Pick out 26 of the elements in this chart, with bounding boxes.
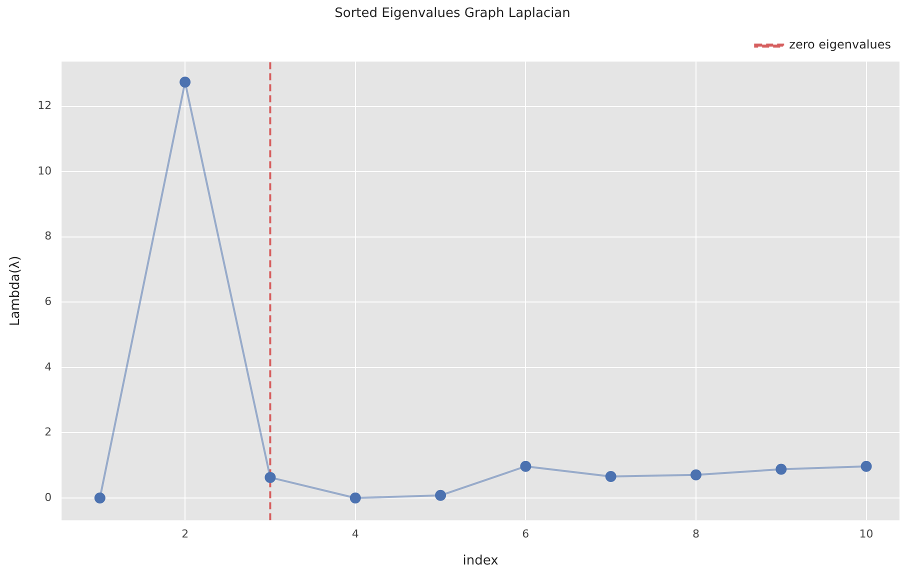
point bbox=[94, 492, 106, 504]
x-tick-label: 4 bbox=[352, 528, 359, 541]
y-tick-label: 12 bbox=[38, 99, 52, 112]
point bbox=[860, 460, 872, 472]
point bbox=[776, 464, 787, 475]
x-axis-title: index bbox=[462, 554, 499, 569]
point bbox=[264, 472, 276, 483]
chart-title: Sorted Eigenvalues Graph Laplacian bbox=[334, 6, 570, 22]
point bbox=[435, 490, 446, 501]
legend-label: zero eigenvalues bbox=[789, 38, 891, 52]
y-tick-label: 10 bbox=[38, 164, 52, 178]
y-tick-label: 6 bbox=[44, 295, 52, 308]
y-axis-title: Lambda(λ) bbox=[8, 256, 24, 326]
x-tick-label: 10 bbox=[859, 528, 874, 541]
point bbox=[180, 76, 191, 88]
x-tick-label: 2 bbox=[182, 528, 189, 541]
point bbox=[605, 470, 616, 482]
x-tick-label: 8 bbox=[692, 528, 700, 541]
y-tick-label: 0 bbox=[44, 490, 52, 504]
point bbox=[690, 469, 702, 480]
y-tick-label: 8 bbox=[44, 230, 52, 243]
x-tick-label: 6 bbox=[522, 528, 530, 541]
y-tick-label: 2 bbox=[44, 426, 52, 439]
point bbox=[520, 460, 532, 472]
point bbox=[350, 492, 361, 504]
y-tick-label: 4 bbox=[44, 360, 52, 374]
